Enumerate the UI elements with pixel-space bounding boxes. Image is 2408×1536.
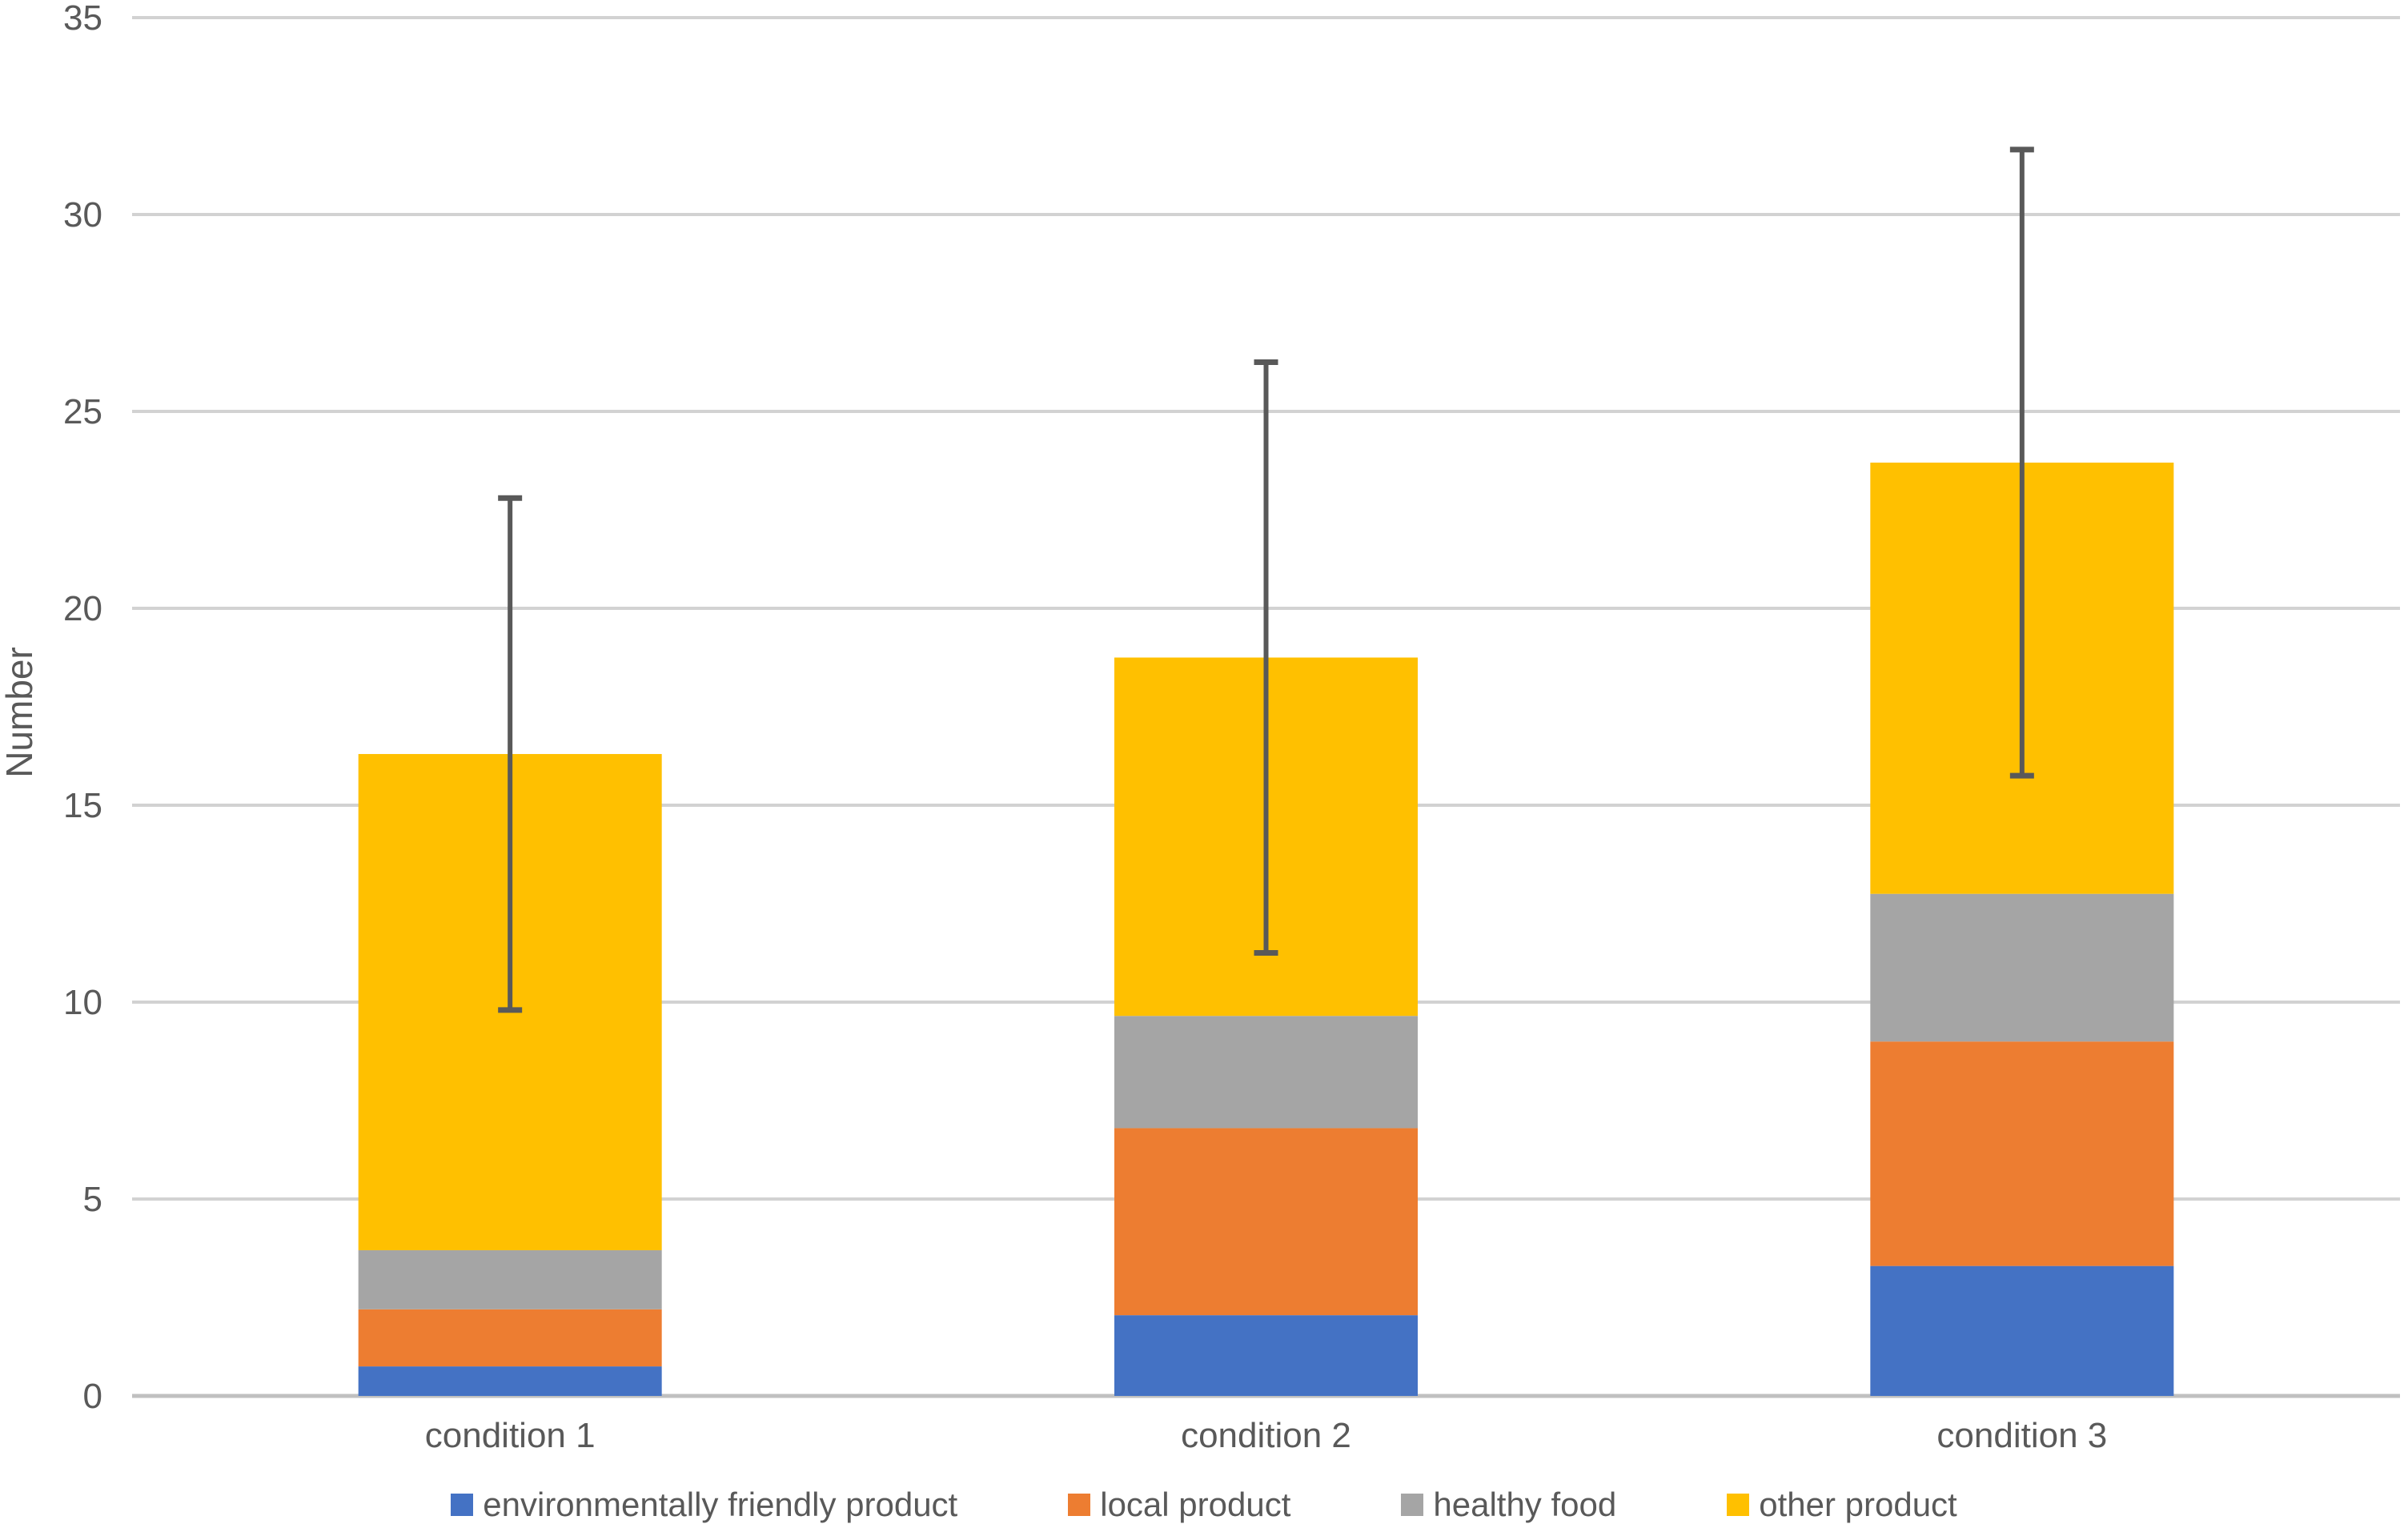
legend-swatch-other-product	[1727, 1494, 1750, 1516]
y-axis-title: Number	[0, 647, 40, 778]
legend-item-other-product: other product	[1727, 1486, 1957, 1524]
bar-segment-condition-3-environmentally-friendly-product	[1870, 1265, 2174, 1396]
y-tick-label-20: 20	[63, 589, 102, 628]
bar-segment-condition-1-local-product	[358, 1309, 662, 1367]
y-tick-label-35: 35	[63, 0, 102, 38]
legend-label-healthy-food: healthy food	[1433, 1486, 1617, 1523]
legend-label-other-product: other product	[1759, 1486, 1957, 1523]
bar-segment-condition-2-healthy-food	[1114, 1016, 1418, 1129]
y-tick-label-25: 25	[63, 392, 102, 431]
legend-item-local-product: local product	[1068, 1486, 1290, 1524]
legend-swatch-environmentally-friendly-product	[451, 1494, 474, 1516]
bar-segment-condition-3-healthy-food	[1870, 893, 2174, 1042]
bar-segment-condition-2-environmentally-friendly-product	[1114, 1315, 1418, 1396]
chart-legend: environmentally friendly product local pr…	[0, 1486, 2408, 1524]
legend-label-local-product: local product	[1100, 1486, 1291, 1523]
legend-item-healthy-food: healthy food	[1401, 1486, 1616, 1524]
y-tick-label-5: 5	[83, 1180, 102, 1219]
legend-swatch-healthy-food	[1401, 1494, 1424, 1516]
x-tick-label-condition-1: condition 1	[425, 1416, 596, 1455]
x-tick-label-condition-2: condition 2	[1181, 1416, 1351, 1455]
legend-label-environmentally-friendly-product: environmentally friendly product	[483, 1486, 958, 1523]
legend-swatch-local-product	[1068, 1494, 1091, 1516]
x-tick-label-condition-3: condition 3	[1936, 1416, 2107, 1455]
y-tick-label-30: 30	[63, 195, 102, 235]
legend-item-environmentally-friendly-product: environmentally friendly product	[451, 1486, 957, 1524]
bar-segment-condition-1-healthy-food	[358, 1249, 662, 1309]
bar-segment-condition-2-local-product	[1114, 1128, 1418, 1316]
y-tick-label-10: 10	[63, 983, 102, 1022]
bar-segment-condition-3-local-product	[1870, 1041, 2174, 1266]
y-tick-label-0: 0	[83, 1377, 102, 1416]
bar-segment-condition-1-environmentally-friendly-product	[358, 1366, 662, 1396]
y-tick-label-15: 15	[63, 786, 102, 825]
